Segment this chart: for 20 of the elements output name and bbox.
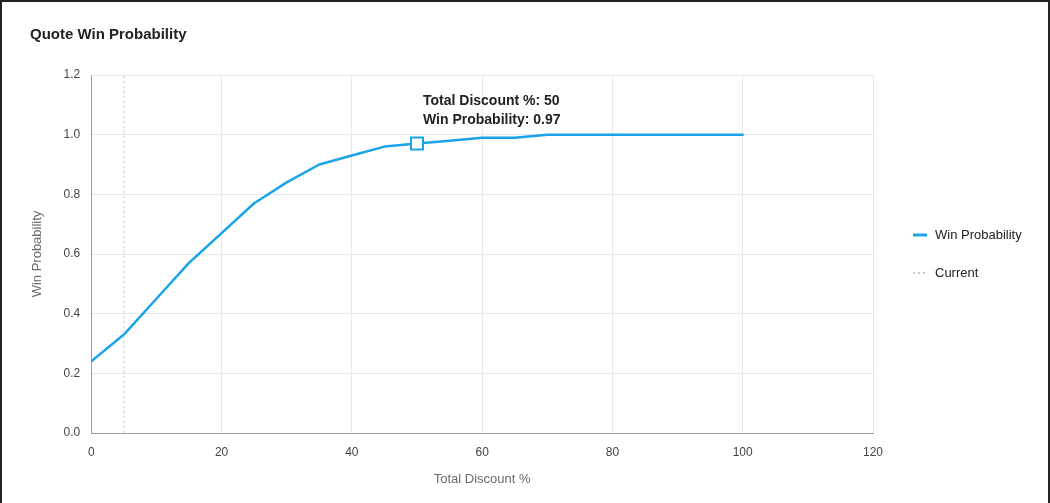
legend-label: Current [935,264,979,280]
x-tick-label: 80 [605,444,620,459]
x-tick-label: 100 [732,444,754,459]
y-tick-label: 0.0 [63,425,81,440]
x-tick-label: 120 [862,444,884,459]
y-tick-label: 0.2 [63,365,81,380]
y-tick-label: 1.0 [63,126,81,141]
y-axis-title: Win Probability [29,210,45,298]
y-tick-label: 0.6 [63,246,81,261]
x-axis-title: Total Discount % [433,470,531,486]
x-tick-label: 0 [87,444,95,459]
x-tick-label: 40 [345,444,359,459]
y-tick-label: 1.2 [63,67,81,82]
y-tick-label: 0.4 [63,305,81,320]
x-tick-label: 60 [475,444,490,459]
chart-title: Quote Win Probability [30,25,188,43]
annotation: Total Discount %: 50 Win Probability: 0.97 [423,91,561,127]
legend-label: Win Probability [935,226,1023,242]
y-tick-label: 0.8 [63,186,81,201]
x-tick-label: 20 [214,444,229,459]
